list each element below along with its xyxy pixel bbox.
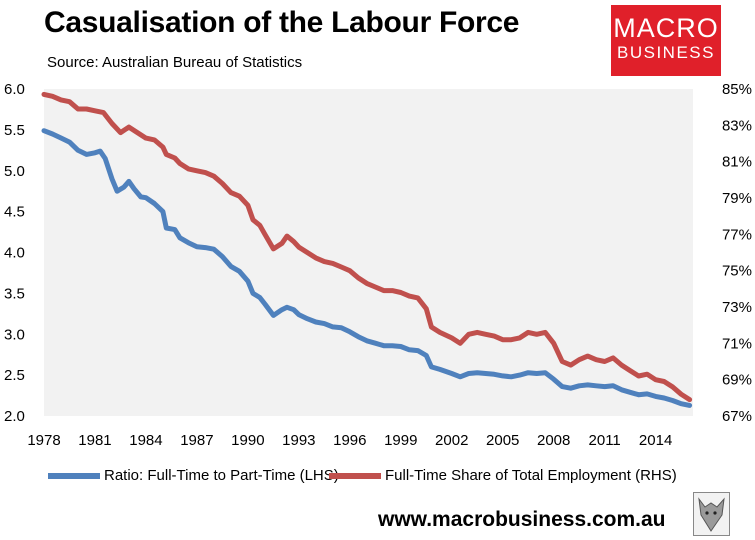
left-tick-label: 5.5 [4, 122, 25, 139]
right-axis-ticks: 67% 69% 71% 73% 75% 77% 79% 81% 83% 85% [722, 81, 752, 425]
website-url: www.macrobusiness.com.au [378, 508, 666, 531]
legend-label-lhs: Ratio: Full-Time to Part-Time (LHS) [104, 467, 339, 484]
right-tick-label: 73% [722, 299, 752, 316]
plot-area [44, 89, 693, 416]
left-tick-label: 2.5 [4, 367, 25, 384]
series-lines [41, 91, 693, 408]
right-tick-label: 77% [722, 226, 752, 243]
chart-source: Source: Australian Bureau of Statistics [47, 54, 303, 71]
right-tick-label: 85% [722, 81, 752, 98]
series-line-rhs [41, 91, 693, 403]
left-tick-label: 5.0 [4, 163, 25, 180]
left-tick-label: 2.0 [4, 408, 25, 425]
x-tick-label: 1996 [333, 432, 366, 449]
logo-line-1: MACRO [613, 13, 719, 43]
right-tick-label: 81% [722, 154, 752, 171]
left-axis-ticks: 2.0 2.5 3.0 3.5 4.0 4.5 5.0 5.5 6.0 [4, 81, 25, 425]
right-tick-label: 83% [722, 117, 752, 134]
left-tick-label: 3.0 [4, 326, 25, 343]
left-tick-label: 6.0 [4, 81, 25, 98]
legend-item-rhs: Full-Time Share of Total Employment (RHS… [329, 467, 677, 484]
x-tick-label: 1987 [180, 432, 213, 449]
x-axis-ticks: 1978 1981 1984 1987 1990 1993 1996 1999 2002 2005… [27, 432, 672, 449]
x-tick-label: 1984 [129, 432, 162, 449]
x-tick-label: 2002 [435, 432, 468, 449]
macrobusiness-logo: MACRO BUSINESS [611, 5, 721, 76]
right-tick-label: 67% [722, 408, 752, 425]
left-tick-label: 4.5 [4, 204, 25, 221]
x-tick-label: 1978 [27, 432, 60, 449]
legend-swatch-rhs [329, 473, 381, 480]
x-tick-label: 2014 [639, 432, 672, 449]
legend-label-rhs: Full-Time Share of Total Employment (RHS… [385, 467, 677, 484]
left-tick-label: 3.5 [4, 285, 25, 302]
x-tick-label: 1981 [78, 432, 111, 449]
x-tick-label: 2011 [589, 432, 621, 449]
wolf-logo-icon [693, 492, 730, 536]
logo-line-2: BUSINESS [617, 43, 715, 62]
right-tick-label: 79% [722, 190, 752, 207]
x-tick-label: 1993 [282, 432, 315, 449]
legend-swatch-lhs [48, 473, 100, 480]
legend-item-lhs: Ratio: Full-Time to Part-Time (LHS) [48, 467, 339, 484]
right-tick-label: 75% [722, 263, 752, 280]
x-tick-label: 2008 [537, 432, 570, 449]
x-tick-label: 1990 [231, 432, 264, 449]
series-line-lhs [41, 128, 693, 408]
chart-title: Casualisation of the Labour Force [44, 6, 520, 39]
left-tick-label: 4.0 [4, 245, 25, 262]
right-tick-label: 69% [722, 372, 752, 389]
right-tick-label: 71% [722, 335, 752, 352]
x-tick-label: 2005 [486, 432, 519, 449]
x-tick-label: 1999 [384, 432, 417, 449]
